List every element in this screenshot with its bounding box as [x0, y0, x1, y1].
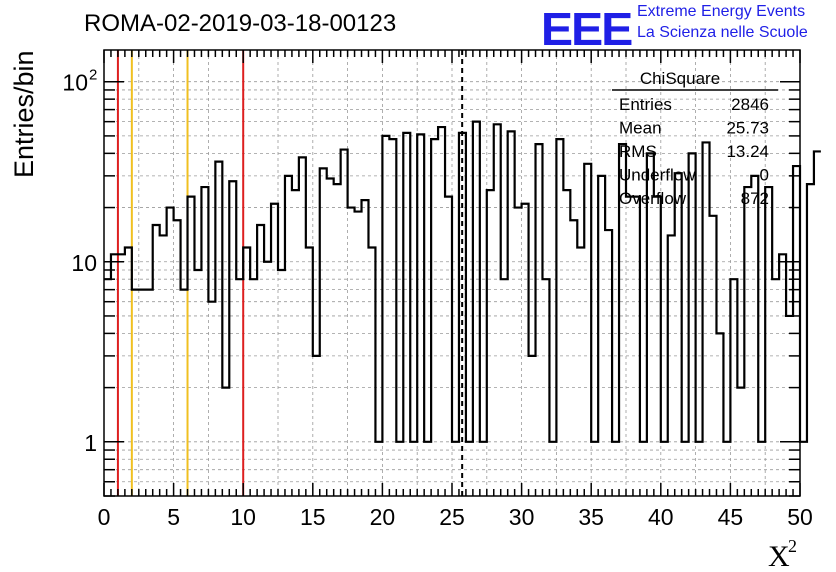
stats-box: ChiSquare Entries 2846 Mean 25.73 RMS 13.24 Un… — [612, 69, 778, 208]
x-tick-label: 0 — [98, 504, 111, 530]
x-tick-label: 45 — [718, 504, 744, 530]
stats-row-value: 0 — [760, 166, 769, 185]
stats-row-label: Mean — [619, 119, 662, 138]
stats-row-label: Entries — [619, 95, 672, 114]
y-tick-label: 10 — [71, 250, 97, 276]
y-tick-label: 1 — [84, 430, 97, 456]
x-tick-label: 35 — [578, 504, 604, 530]
logo-line-1: Extreme Energy Events — [637, 3, 806, 20]
x-axis-label: X 2 — [768, 536, 797, 572]
x-axis-label-text: X — [768, 540, 790, 572]
stats-row-label: Overflow — [619, 189, 687, 208]
stats-row-label: Underflow — [619, 166, 696, 185]
run-title: ROMA-02-2019-03-18-00123 — [84, 10, 397, 37]
stats-row-value: 13.24 — [726, 142, 769, 161]
x-tick-label: 25 — [439, 504, 465, 530]
y-axis-label: Entries/bin — [9, 50, 39, 178]
x-tick-label: 15 — [300, 504, 326, 530]
x-tick-label: 50 — [787, 504, 813, 530]
x-tick-label: 30 — [509, 504, 535, 530]
x-tick-label: 20 — [370, 504, 396, 530]
x-tick-label: 10 — [230, 504, 256, 530]
histogram-line — [104, 120, 821, 443]
stats-row-value: 25.73 — [726, 119, 769, 138]
x-tick-label: 5 — [167, 504, 180, 530]
logo-line-2: La Scienza nelle Scuole — [637, 24, 808, 41]
y-tick-label-superscript: 2 — [89, 67, 97, 84]
stats-row-value: 2846 — [731, 95, 769, 114]
stats-box-title: ChiSquare — [640, 69, 720, 88]
x-axis-label-superscript: 2 — [788, 536, 797, 556]
eee-logo: EEE — [540, 3, 633, 55]
stats-row-value: 872 — [741, 189, 769, 208]
y-tick-label: 10 — [62, 70, 88, 96]
stats-row-label: RMS — [619, 142, 657, 161]
axis-ticks — [103, 50, 801, 497]
x-tick-label: 40 — [648, 504, 674, 530]
